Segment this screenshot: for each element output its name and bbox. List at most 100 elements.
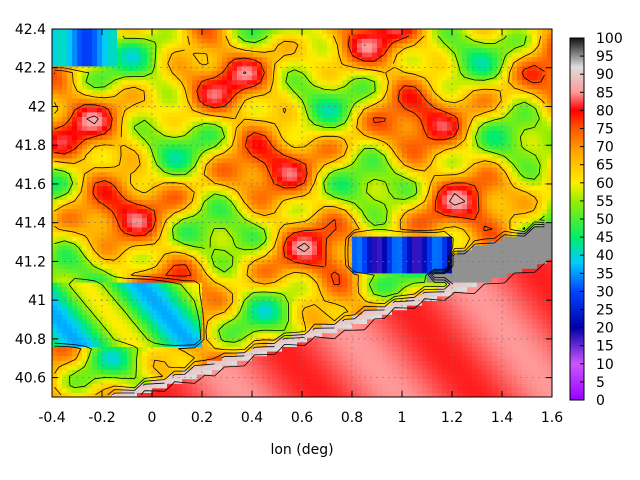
heatmap-cell <box>472 314 478 320</box>
heatmap-cell <box>212 305 218 311</box>
heatmap-cell <box>427 364 433 370</box>
heatmap-cell <box>137 176 143 182</box>
heatmap-cell <box>337 272 343 278</box>
heatmap-cell <box>102 167 108 173</box>
heatmap-cell <box>382 392 388 397</box>
heatmap-cell <box>97 341 103 347</box>
heatmap-cell <box>237 190 243 196</box>
heatmap-cell <box>457 383 463 389</box>
heatmap-cell <box>132 176 138 182</box>
heatmap-cell <box>477 305 483 311</box>
heatmap-cell <box>157 328 163 334</box>
heatmap-cell <box>102 268 108 274</box>
heatmap-cell <box>372 268 378 274</box>
heatmap-cell <box>417 213 423 219</box>
heatmap-cell <box>337 236 343 242</box>
heatmap-cell <box>407 383 413 389</box>
heatmap-cell <box>72 383 78 389</box>
heatmap-cell <box>57 309 63 315</box>
heatmap-cell <box>197 263 203 269</box>
heatmap-cell <box>427 351 433 357</box>
heatmap-cell <box>522 180 528 186</box>
heatmap-cell <box>402 355 408 361</box>
heatmap-cell <box>242 171 248 177</box>
heatmap-cell <box>527 300 533 306</box>
heatmap-cell <box>87 291 93 297</box>
heatmap-cell <box>152 254 158 260</box>
heatmap-cell <box>332 328 338 334</box>
heatmap-cell <box>187 305 193 311</box>
heatmap-cell <box>202 378 208 384</box>
heatmap-cell <box>502 254 508 260</box>
heatmap-cell <box>457 374 463 380</box>
heatmap-cell <box>102 374 108 380</box>
heatmap-cell <box>102 392 108 397</box>
heatmap-cell <box>327 383 333 389</box>
heatmap-cell <box>532 314 538 320</box>
heatmap-cell <box>167 167 173 173</box>
heatmap-cell <box>447 374 453 380</box>
heatmap-cell <box>512 355 518 361</box>
heatmap-cell <box>407 185 413 191</box>
heatmap-cell <box>57 213 63 219</box>
heatmap-cell <box>512 240 518 246</box>
heatmap-cell <box>457 387 463 393</box>
heatmap-cell <box>187 263 193 269</box>
heatmap-cell <box>92 226 98 232</box>
heatmap-cell <box>217 378 223 384</box>
heatmap-cell <box>332 300 338 306</box>
heatmap-cell <box>347 305 353 311</box>
heatmap-cell <box>372 254 378 260</box>
heatmap-cell <box>277 167 283 173</box>
heatmap-cell <box>127 272 133 278</box>
heatmap-cell <box>502 176 508 182</box>
heatmap-cell <box>477 268 483 274</box>
heatmap-cell <box>142 337 148 343</box>
heatmap-cell <box>87 176 93 182</box>
heatmap-cell <box>192 282 198 288</box>
heatmap-cell <box>242 236 248 242</box>
heatmap-cell <box>192 236 198 242</box>
heatmap-cell <box>257 171 263 177</box>
heatmap-cell <box>187 254 193 260</box>
heatmap-cell <box>472 226 478 232</box>
heatmap-cell <box>467 217 473 223</box>
heatmap-cell <box>397 268 403 274</box>
heatmap-cell <box>242 199 248 205</box>
heatmap-cell <box>222 282 228 288</box>
heatmap-cell <box>227 286 233 292</box>
heatmap-cell <box>102 305 108 311</box>
heatmap-cell <box>87 383 93 389</box>
heatmap-cell <box>332 254 338 260</box>
heatmap-cell <box>247 318 253 324</box>
heatmap-cell <box>407 245 413 251</box>
heatmap-cell <box>432 213 438 219</box>
heatmap-cell <box>187 341 193 347</box>
heatmap-cell <box>237 199 243 205</box>
heatmap-cell <box>482 387 488 393</box>
heatmap-cell <box>462 213 468 219</box>
heatmap-cell <box>512 272 518 278</box>
heatmap-cell <box>122 194 128 200</box>
heatmap-cell <box>232 226 238 232</box>
heatmap-cell <box>232 249 238 255</box>
heatmap-cell <box>347 222 353 228</box>
heatmap-cell <box>452 300 458 306</box>
heatmap-cell <box>372 259 378 265</box>
heatmap-cell <box>227 332 233 338</box>
heatmap-cell <box>132 226 138 232</box>
heatmap-cell <box>527 231 533 237</box>
heatmap-cell <box>537 268 543 274</box>
heatmap-cell <box>62 185 68 191</box>
heatmap-cell <box>427 203 433 209</box>
heatmap-cell <box>217 259 223 265</box>
heatmap-cell <box>377 254 383 260</box>
heatmap-cell <box>182 217 188 223</box>
heatmap-cell <box>247 364 253 370</box>
heatmap-cell <box>372 167 378 173</box>
heatmap-cell <box>327 171 333 177</box>
heatmap-cell <box>422 217 428 223</box>
heatmap-cell <box>392 369 398 375</box>
heatmap-cell <box>402 171 408 177</box>
heatmap-cell <box>102 208 108 214</box>
